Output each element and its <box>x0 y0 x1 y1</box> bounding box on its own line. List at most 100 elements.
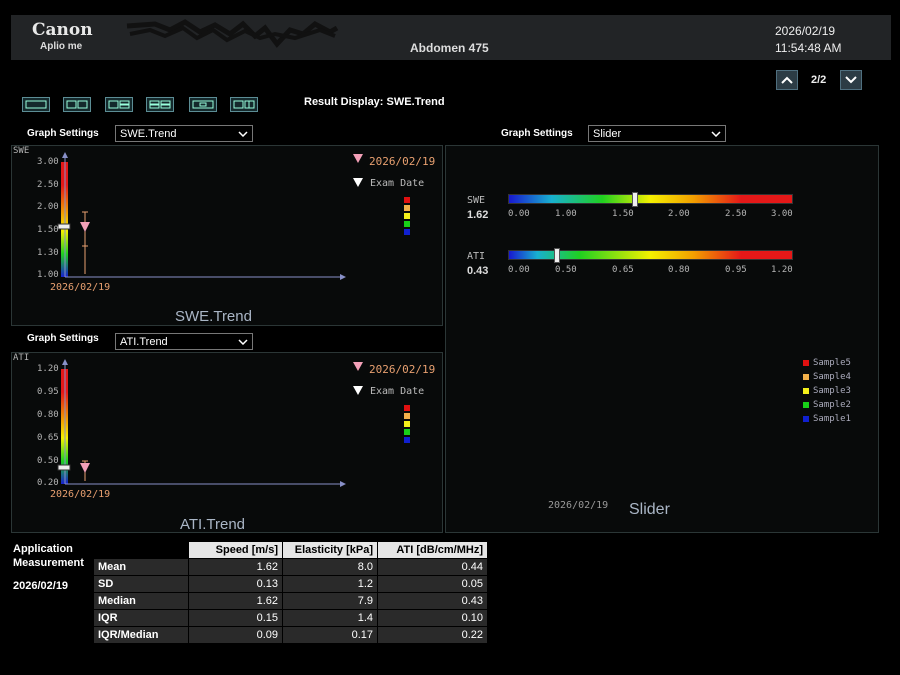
sample-color-swatch <box>404 405 410 411</box>
swe-graph-settings-label: Graph Settings <box>27 128 99 139</box>
ati-slider-tick: 0.00 <box>508 265 530 275</box>
sample-color-swatch <box>803 360 809 366</box>
redacted-patient-info <box>126 19 339 48</box>
swe-slider-tick: 1.00 <box>555 209 577 219</box>
table-cell: 1.62 <box>188 558 283 576</box>
chevron-down-icon <box>711 130 721 137</box>
layout-grid-icon <box>149 100 171 109</box>
ati-legend-exam: Exam Date <box>370 386 425 397</box>
slider-sample-legend: Sample5 Sample4 Sample3 Sample2 Sample1 <box>803 356 851 426</box>
chevron-down-icon <box>238 130 248 137</box>
layout-1x2-button[interactable] <box>63 97 91 112</box>
slider-panel <box>445 145 879 533</box>
row-label: Median <box>93 592 189 610</box>
layout-center-icon <box>192 100 214 109</box>
layout-mixed-button[interactable] <box>230 97 258 112</box>
layout-center-button[interactable] <box>189 97 217 112</box>
legend-item: Sample5 <box>803 356 851 370</box>
layout-split-icon <box>108 100 130 109</box>
ati-tick: 1.20 <box>37 364 59 374</box>
table-header-cell: Speed [m/s] <box>188 541 283 559</box>
page-indicator: 2/2 <box>811 74 827 86</box>
chevron-up-icon <box>781 76 793 84</box>
table-cell: 0.13 <box>188 575 283 593</box>
row-label: IQR <box>93 609 189 627</box>
header-time: 11:54:48 AM <box>775 41 842 55</box>
measurement-table: Speed [m/s] Elasticity [kPa] ATI [dB/cm/… <box>93 541 488 644</box>
swe-tick: 2.00 <box>37 202 59 212</box>
swe-sample-legend <box>404 197 410 235</box>
swe-trend-axes <box>57 152 346 280</box>
table-cell: 0.22 <box>377 626 488 644</box>
swe-graph-select[interactable]: SWE.Trend <box>115 125 253 142</box>
ati-graph-select-value: ATI.Trend <box>120 335 168 348</box>
swe-axis-label: SWE <box>13 146 30 156</box>
ati-x-date: 2026/02/19 <box>50 489 111 500</box>
ati-slider-tick: 0.80 <box>668 265 690 275</box>
table-row: IQR 0.15 1.4 0.10 <box>93 609 488 627</box>
swe-tick: 2.50 <box>37 180 59 190</box>
table-row: Mean 1.62 8.0 0.44 <box>93 558 488 576</box>
swe-slider-tick: 3.00 <box>771 209 793 219</box>
ati-tick: 0.50 <box>37 456 59 466</box>
swe-slider-tick: 1.50 <box>612 209 634 219</box>
legend-label: Sample2 <box>813 400 851 410</box>
sample-color-swatch <box>803 416 809 422</box>
layout-2x2-button[interactable] <box>146 97 174 112</box>
white-triangle-icon <box>353 386 363 395</box>
ati-slider-tick: 0.65 <box>612 265 634 275</box>
slider-graph-select[interactable]: Slider <box>588 125 726 142</box>
table-cell: 7.9 <box>282 592 378 610</box>
slider-swe-value: 1.62 <box>467 209 489 221</box>
table-row: IQR/Median 0.09 0.17 0.22 <box>93 626 488 644</box>
swe-slider-handle[interactable] <box>632 192 638 207</box>
ati-graph-select[interactable]: ATI.Trend <box>115 333 253 350</box>
table-cell: 1.2 <box>282 575 378 593</box>
legend-label: Sample5 <box>813 358 851 368</box>
table-cell: 1.4 <box>282 609 378 627</box>
swe-trend-panel <box>11 145 443 326</box>
slider-ati-value: 0.43 <box>467 265 489 277</box>
table-cell: 8.0 <box>282 558 378 576</box>
ati-trend-axes <box>57 359 346 487</box>
legend-item: Sample3 <box>803 384 851 398</box>
swe-slider-bar <box>508 194 793 204</box>
layout-single-icon <box>25 100 47 109</box>
slider-swe-label: SWE <box>467 195 486 206</box>
swe-x-date: 2026/02/19 <box>50 282 111 293</box>
page-up-button[interactable] <box>776 70 798 90</box>
sample-color-swatch <box>404 413 410 419</box>
page-down-button[interactable] <box>840 70 862 90</box>
sample-color-swatch <box>404 205 410 211</box>
sample-color-swatch <box>404 221 410 227</box>
layout-1x1-button[interactable] <box>22 97 50 112</box>
swe-tick: 1.50 <box>37 225 59 235</box>
ati-slider-handle[interactable] <box>554 248 560 263</box>
ati-tick: 0.80 <box>37 410 59 420</box>
sample-color-swatch <box>803 388 809 394</box>
table-header-cell: ATI [dB/cm/MHz] <box>377 541 488 559</box>
ati-graph-title: ATI.Trend <box>180 516 246 533</box>
measurement-title-line2: Measurement <box>13 557 84 569</box>
ati-tick: 0.20 <box>37 478 59 488</box>
table-row: SD 0.13 1.2 0.05 <box>93 575 488 593</box>
slider-graph-settings-label: Graph Settings <box>501 128 573 139</box>
legend-label: Sample1 <box>813 414 851 424</box>
slider-ati-label: ATI <box>467 251 486 262</box>
table-header-cell <box>93 541 189 559</box>
swe-slider-tick: 0.00 <box>508 209 530 219</box>
ati-legend-date: 2026/02/19 <box>369 363 436 376</box>
ati-trend-panel <box>11 352 443 533</box>
measurement-title: Application Measurement <box>13 542 84 570</box>
chevron-down-icon <box>845 76 857 84</box>
swe-tick: 1.30 <box>37 248 59 258</box>
result-display-label: Result Display: SWE.Trend <box>304 96 445 108</box>
slider-date: 2026/02/19 <box>548 500 609 511</box>
layout-1big-2small-button[interactable] <box>105 97 133 112</box>
table-cell: 1.62 <box>188 592 283 610</box>
legend-label: Sample3 <box>813 386 851 396</box>
ati-tick: 0.65 <box>37 433 59 443</box>
sample-color-swatch <box>803 374 809 380</box>
legend-item: Sample1 <box>803 412 851 426</box>
slider-graph-title: Slider <box>629 501 670 518</box>
